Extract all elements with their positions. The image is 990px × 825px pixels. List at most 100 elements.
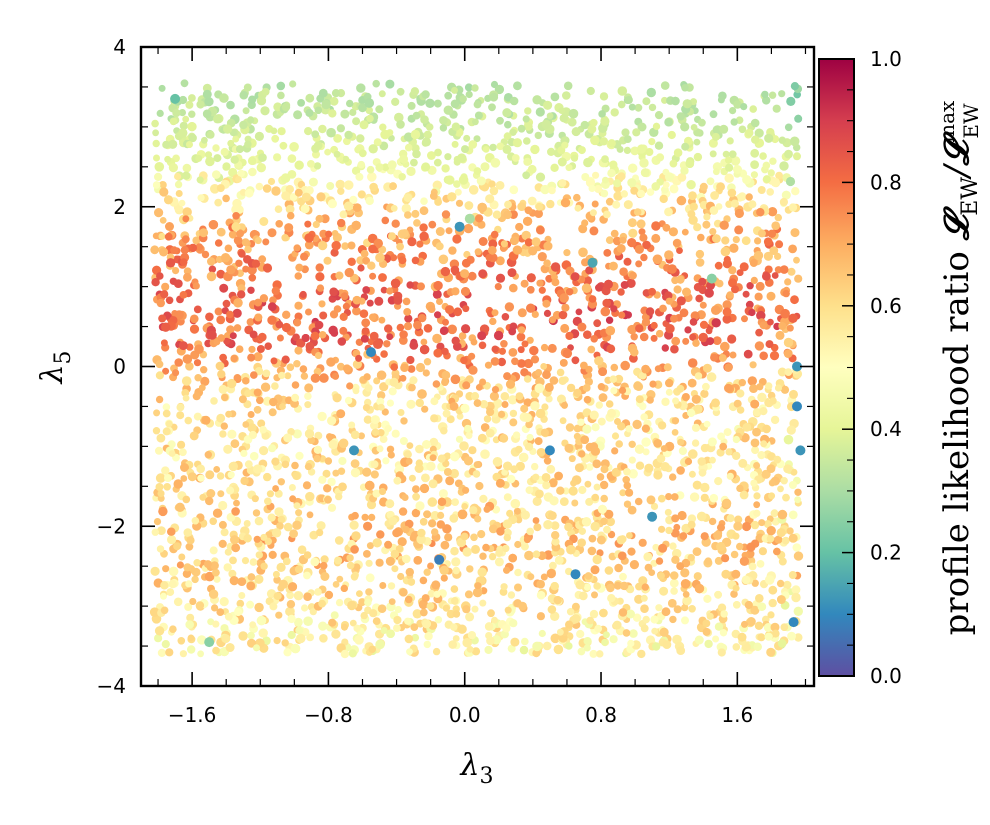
scatter-point xyxy=(235,345,244,354)
scatter-point xyxy=(178,199,186,207)
scatter-point xyxy=(318,621,328,631)
scatter-point xyxy=(162,565,170,573)
scatter-point xyxy=(243,520,251,527)
scatter-point xyxy=(532,517,540,524)
scatter-point xyxy=(788,571,797,579)
scatter-point xyxy=(338,456,347,466)
scatter-point xyxy=(381,216,390,225)
scatter-point xyxy=(520,368,529,377)
scatter-point xyxy=(571,499,579,507)
scatter-point xyxy=(318,599,326,608)
scatter-point xyxy=(412,485,420,493)
scatter-point xyxy=(248,345,256,353)
scatter-point xyxy=(662,223,671,232)
scatter-point xyxy=(349,619,357,627)
scatter-point xyxy=(641,583,649,591)
scatter-point xyxy=(472,470,481,478)
scatter-point xyxy=(327,416,337,426)
scatter-point xyxy=(628,163,638,173)
scatter-point xyxy=(628,469,638,479)
scatter-point xyxy=(583,637,592,646)
scatter-point xyxy=(307,468,316,476)
scatter-point xyxy=(634,103,643,112)
scatter-point xyxy=(361,327,370,336)
scatter-point xyxy=(188,133,197,143)
scatter-point xyxy=(235,176,242,183)
scatter-point xyxy=(402,525,410,534)
scatter-point xyxy=(367,261,376,270)
scatter-point xyxy=(181,235,190,244)
scatter-point xyxy=(613,581,622,590)
scatter-point xyxy=(410,158,418,167)
scatter-point xyxy=(241,238,250,247)
scatter-point xyxy=(417,389,427,399)
scatter-point xyxy=(523,157,532,166)
scatter-point xyxy=(533,523,542,532)
scatter-point xyxy=(231,222,241,232)
scatter-point xyxy=(605,316,614,324)
scatter-point xyxy=(669,159,678,168)
scatter-point xyxy=(656,454,666,463)
scatter-point xyxy=(581,283,592,294)
scatter-point xyxy=(577,418,585,426)
scatter-point xyxy=(433,280,443,291)
scatter-point xyxy=(257,345,265,353)
scatter-point xyxy=(247,423,257,433)
scatter-point xyxy=(228,230,237,239)
scatter-point xyxy=(253,388,262,397)
scatter-point xyxy=(495,549,503,557)
scatter-point xyxy=(766,535,775,543)
scatter-point xyxy=(461,258,471,268)
scatter-point xyxy=(467,631,476,640)
scatter-point xyxy=(256,96,267,106)
scatter-point xyxy=(165,296,174,305)
scatter-point xyxy=(206,130,215,139)
scatter-point xyxy=(488,239,498,249)
scatter-point xyxy=(627,238,637,248)
scatter-point xyxy=(600,116,610,126)
scatter-point xyxy=(324,495,332,504)
scatter-point xyxy=(168,139,178,149)
scatter-point xyxy=(233,298,243,308)
scatter-point xyxy=(468,365,478,375)
scatter-point xyxy=(502,144,512,154)
scatter-point xyxy=(717,523,725,532)
scatter-point xyxy=(216,472,225,480)
scatter-point xyxy=(422,440,431,449)
scatter-point xyxy=(652,254,663,265)
scatter-point xyxy=(328,325,338,335)
scatter-point xyxy=(319,634,328,643)
scatter-point xyxy=(640,253,648,262)
scatter-point xyxy=(750,160,759,170)
scatter-point xyxy=(183,272,192,282)
scatter-point xyxy=(199,493,207,501)
scatter-point xyxy=(716,542,726,552)
scatter-point xyxy=(406,648,413,656)
scatter-point xyxy=(502,544,510,553)
scatter-point xyxy=(721,498,732,508)
scatter-point xyxy=(220,422,228,430)
scatter-point xyxy=(738,378,746,387)
scatter-point xyxy=(534,131,542,140)
scatter-point xyxy=(167,527,176,536)
scatter-point xyxy=(566,288,574,296)
scatter-point xyxy=(575,308,583,316)
scatter-point xyxy=(598,367,607,376)
scatter-point xyxy=(624,96,633,104)
scatter-point xyxy=(152,427,161,435)
scatter-point xyxy=(339,210,348,219)
scatter-point xyxy=(754,341,765,351)
scatter-point xyxy=(681,84,689,92)
scatter-point xyxy=(346,382,354,390)
scatter-point xyxy=(155,483,164,491)
scatter-point xyxy=(226,325,235,334)
scatter-point xyxy=(314,352,322,359)
scatter-point xyxy=(294,565,304,574)
scatter-point xyxy=(293,360,301,368)
scatter-point xyxy=(357,190,366,199)
scatter-point xyxy=(712,635,720,643)
scatter-point xyxy=(769,397,777,405)
scatter-point xyxy=(703,213,711,221)
scatter-point xyxy=(561,401,568,409)
scatter-point xyxy=(534,209,543,218)
